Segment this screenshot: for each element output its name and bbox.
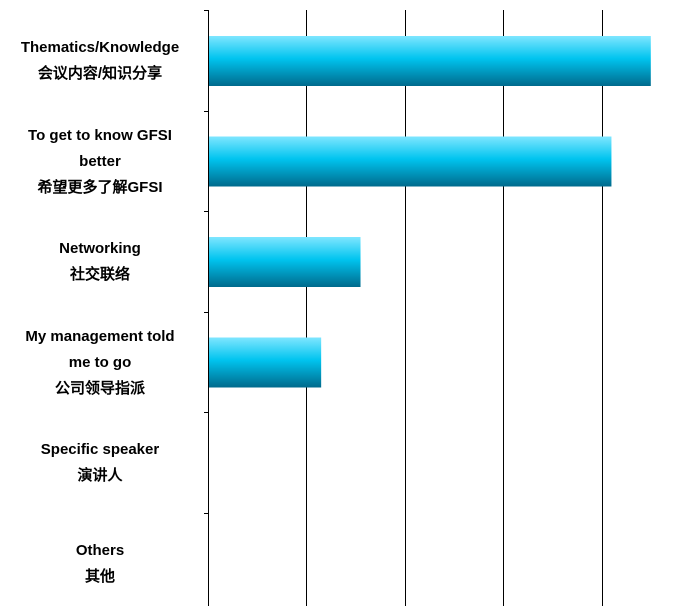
category-label-6: Others 其他 [75,542,125,585]
bar-2 [209,136,612,187]
category-label-1: Thematics/Knowledge 会议内容/知识分享 [20,39,180,82]
bar-3 [209,237,361,287]
axis [204,10,209,606]
bar-4 [209,337,322,388]
bars [209,36,651,388]
gridlines [306,10,603,606]
category-label-3: Networking 社交联络 [59,240,141,283]
category-label-2: To get to know GFSI better 希望更多了解GFSI [28,127,172,196]
category-label-4: My management told me to go 公司领导指派 [25,328,175,397]
category-label-5: Specific speaker 演讲人 [40,441,160,484]
bar-1 [209,36,651,86]
